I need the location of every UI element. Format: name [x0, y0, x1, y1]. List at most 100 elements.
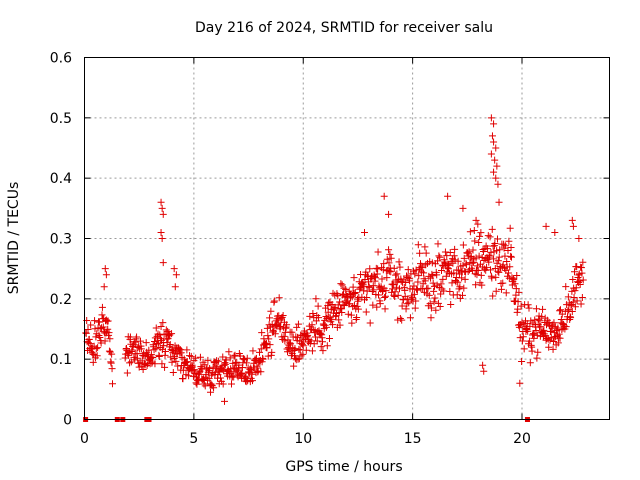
data-point [179, 375, 187, 383]
data-point [380, 260, 388, 268]
data-point [539, 305, 547, 313]
data-point [393, 270, 401, 278]
data-point [471, 270, 479, 278]
data-point [575, 235, 583, 242]
data-point [454, 257, 462, 265]
data-point [451, 245, 459, 253]
data-point [309, 326, 317, 334]
data-point [420, 269, 428, 277]
data-point [429, 272, 437, 280]
data-point [134, 343, 142, 351]
data-point [273, 322, 281, 330]
data-point [102, 316, 110, 324]
data-point [386, 250, 394, 258]
data-point [573, 263, 581, 271]
data-point [406, 314, 414, 322]
data-point [176, 346, 184, 354]
data-point [398, 302, 406, 310]
data-point [166, 331, 174, 339]
data-point [494, 235, 501, 243]
data-point [134, 359, 142, 367]
data-point [154, 330, 162, 338]
data-point [186, 352, 193, 360]
data-point [307, 337, 315, 345]
data-point [578, 269, 586, 277]
data-point [567, 314, 575, 322]
data-point [159, 210, 167, 218]
data-point [435, 252, 443, 260]
data-point [366, 319, 374, 327]
data-point [137, 345, 145, 353]
y-tick-label: 0.5 [50, 111, 72, 127]
data-point [491, 240, 499, 248]
data-point [518, 357, 526, 365]
data-point [492, 273, 500, 281]
data-point [494, 257, 502, 265]
data-point [383, 274, 391, 282]
data-point [532, 326, 540, 334]
data-point [410, 290, 418, 298]
data-point [450, 252, 458, 260]
data-point [258, 329, 266, 337]
data-point [270, 297, 278, 305]
data-point [512, 285, 520, 293]
data-point [464, 268, 472, 276]
data-point [515, 288, 523, 296]
y-tick-label: 0.1 [50, 352, 72, 368]
data-point [101, 337, 109, 345]
data-point [370, 286, 378, 294]
data-point [519, 333, 527, 341]
data-point [368, 287, 376, 295]
y-tick-label: 0.4 [50, 171, 72, 187]
data-point [99, 323, 107, 331]
data-point [264, 352, 272, 360]
data-point [485, 258, 493, 266]
data-point [459, 204, 467, 212]
data-point [319, 338, 326, 346]
data-point [526, 322, 534, 330]
data-point [214, 357, 222, 365]
data-point [314, 302, 322, 310]
data-point [166, 340, 174, 348]
data-point [158, 235, 166, 242]
y-tick-label: 0.6 [50, 51, 72, 67]
data-point [266, 341, 274, 349]
data-point [577, 300, 585, 308]
data-point [446, 287, 454, 295]
data-point [92, 333, 100, 341]
data-point [414, 278, 422, 286]
data-point [292, 333, 300, 341]
data-point [371, 274, 379, 282]
data-point [430, 298, 438, 306]
data-point [501, 242, 509, 250]
data-point [411, 270, 419, 278]
data-point [91, 317, 99, 325]
data-point [285, 345, 293, 353]
data-point [108, 365, 116, 373]
data-point [406, 277, 414, 285]
data-point [483, 263, 491, 271]
data-point [538, 313, 546, 321]
data-point [497, 285, 505, 293]
data-point [404, 273, 412, 281]
data-point [571, 268, 578, 276]
data-point [322, 323, 330, 331]
data-point [145, 346, 153, 354]
data-point [312, 295, 320, 303]
data-point [84, 325, 92, 333]
x-tick-label: 5 [189, 431, 198, 447]
data-point [495, 268, 503, 276]
data-point [366, 265, 374, 273]
data-point [398, 316, 406, 324]
data-point [124, 350, 132, 358]
data-point [101, 265, 109, 273]
data-point [89, 358, 97, 366]
data-point [465, 248, 473, 256]
axis-tick-labels: 0 5 10 15 20 0 0.1 0.2 0.3 0.4 0.5 0.6 [50, 51, 531, 448]
data-point [402, 305, 410, 313]
data-point [425, 291, 433, 299]
data-point [183, 346, 191, 354]
data-point [170, 265, 178, 273]
data-point [298, 340, 306, 348]
data-point [534, 348, 542, 356]
